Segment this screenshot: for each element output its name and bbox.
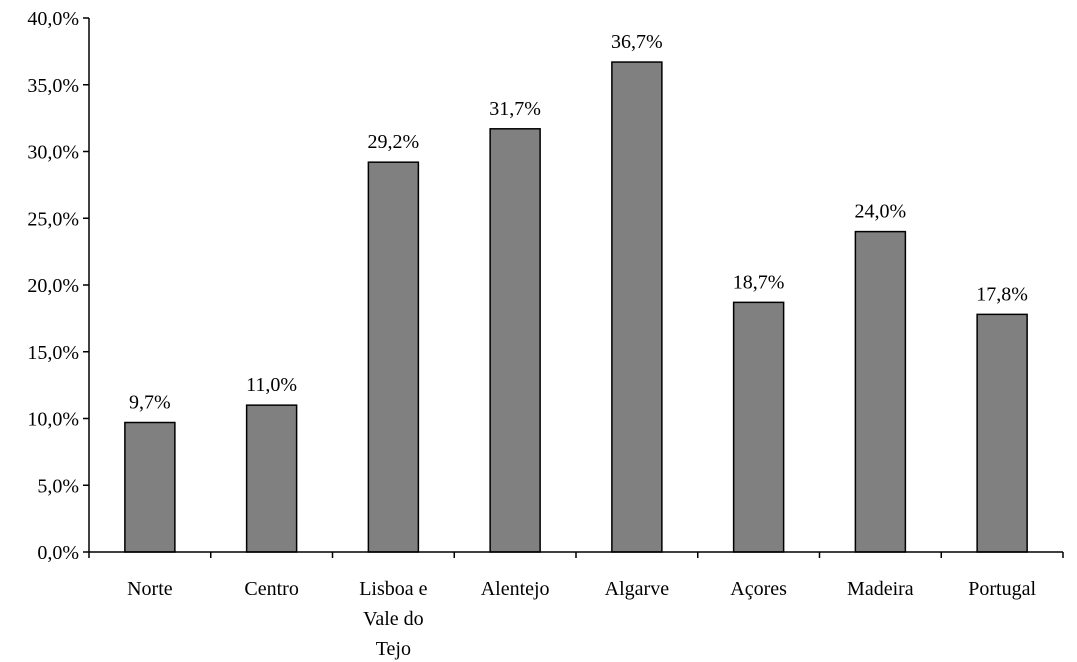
y-tick-label: 15,0%	[27, 342, 79, 364]
y-tick-label: 25,0%	[27, 208, 79, 230]
y-tick-label: 0,0%	[37, 542, 79, 564]
data-label: 9,7%	[129, 392, 171, 414]
category-label: Centro	[244, 578, 298, 600]
y-tick-label: 5,0%	[37, 475, 79, 497]
bar	[489, 128, 541, 553]
data-label: 11,0%	[246, 374, 297, 396]
y-tick-label: 35,0%	[27, 75, 79, 97]
bars	[124, 61, 1028, 553]
category-label: Madeira	[847, 578, 914, 600]
bar	[611, 61, 663, 553]
data-labels: 9,7% 11,0% 29,2% 31,7% 36,7% 18,7% 24,0% 17,8%	[129, 31, 1028, 413]
category-label: Algarve	[605, 578, 670, 600]
bar	[732, 301, 785, 553]
y-tick-label: 40,0%	[27, 8, 79, 30]
y-tick-label: 30,0%	[27, 142, 79, 164]
x-axis-ticks	[88, 552, 1064, 558]
bar	[854, 230, 907, 553]
data-label: 29,2%	[368, 131, 420, 153]
y-tick-label: 20,0%	[27, 275, 79, 297]
bar	[367, 161, 420, 553]
category-label: Portugal	[968, 578, 1036, 600]
data-label: 24,0%	[855, 201, 907, 223]
bar	[976, 313, 1028, 553]
category-label: Alentejo	[481, 578, 550, 600]
data-label: 18,7%	[733, 271, 785, 293]
category-label: Açores	[730, 578, 787, 600]
category-label: Norte	[127, 578, 173, 600]
y-tick-label: 10,0%	[27, 409, 79, 431]
bar	[124, 421, 176, 553]
category-label: Lisboa e Vale do Tejo	[359, 578, 427, 660]
data-label: 36,7%	[611, 31, 663, 53]
data-label: 17,8%	[976, 283, 1028, 305]
category-labels: Norte Centro Lisboa e Vale do Tejo Alentejo Al…	[127, 578, 1036, 660]
bar	[245, 404, 298, 553]
data-label: 31,7%	[489, 98, 541, 120]
y-axis-ticks: 0,0% 5,0% 10,0% 15,0% 20,0% 25,0% 30,0% 35,0% 40…	[27, 8, 89, 564]
